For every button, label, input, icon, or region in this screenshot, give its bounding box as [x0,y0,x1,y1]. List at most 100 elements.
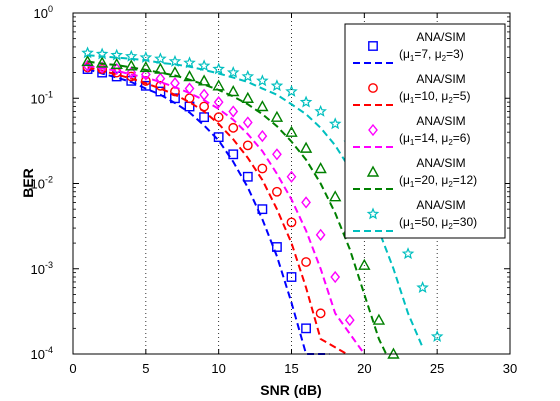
sim-point [285,84,298,97]
sim-point [124,49,138,62]
x-tick-label: 15 [284,361,298,376]
legend-label: ANA/SIM [416,72,465,86]
sim-point [170,77,180,90]
sim-point [257,204,268,215]
sim-point [139,60,153,73]
legend-marker [368,41,378,51]
sim-point [430,329,444,342]
ana-curve-1 [87,68,330,355]
sim-point [272,148,282,161]
x-axis-label: SNR (dB) [260,382,321,398]
legend-item-4: ANA/SIM (μ1=20, μ2=12) [353,156,477,190]
sim-point [242,140,253,151]
sim-point [272,186,282,197]
sim-point [95,47,109,60]
sim-point [228,149,239,160]
sim-point [199,101,210,112]
ana-curve-3 [87,64,366,355]
sim-point [372,313,386,325]
sim-point [155,72,166,85]
series-group-4 [81,55,400,359]
sim-point [168,66,182,78]
series-group-5 [81,46,444,348]
y-tick-label: 10-1 [31,89,53,106]
sim-point [140,68,151,81]
sim-point [241,91,254,103]
sim-point [212,79,225,91]
sim-point [140,80,151,91]
sim-point [256,100,269,112]
sim-point [270,79,284,92]
sim-point [328,117,342,130]
sim-point [301,257,311,267]
ana-curve-2 [87,66,348,355]
sim-point [314,104,327,117]
sim-point [125,59,138,71]
legend-label: ANA/SIM [416,198,465,212]
sim-point [228,105,239,118]
sim-point [299,95,313,108]
sim-point [197,74,211,86]
sim-point [315,228,326,241]
x-tick-label: 20 [357,361,371,376]
sim-point [299,141,313,153]
legend-label: ANA/SIM [416,114,465,128]
sim-point [139,50,153,63]
legend-label: ANA/SIM [416,30,465,44]
sim-point [272,242,282,252]
sim-point [270,110,284,122]
sim-point [256,74,269,87]
sim-point [344,313,355,327]
sim-point [213,112,224,123]
sim-point [213,96,224,109]
sim-point [315,308,326,319]
sim-point [227,85,240,97]
legend-box [344,23,506,239]
sim-point [110,57,123,70]
series-group-3 [82,59,366,355]
legend-item-3: ANA/SIM (μ1=14, μ2=6) [353,114,470,148]
sim-point [126,71,137,82]
legend-params: (μ1=14, μ2=6) [399,131,470,147]
sim-point [416,281,429,294]
sim-point [257,129,268,143]
legend-params: (μ1=7, μ2=3) [399,47,464,63]
sim-point [285,125,298,137]
legend-marker [366,165,380,177]
legend-params: (μ1=10, μ2=5) [399,89,470,105]
legend-item-5: ANA/SIM (μ1=50, μ2=30) [353,198,477,232]
sim-point [197,59,211,72]
series-layer [81,46,444,359]
sim-point [199,112,209,123]
sim-point [401,247,415,260]
legend-item-1: ANA/SIM (μ1=7, μ2=3) [353,30,466,64]
y-axis-label: BER [20,168,36,198]
sim-point [154,52,167,65]
sim-point [184,82,195,95]
legend-item-2: ANA/SIM (μ1=10, μ2=5) [353,72,470,106]
sim-point [81,46,94,59]
sim-point [154,62,167,74]
legend-params: (μ1=20, μ2=12) [399,173,477,189]
sim-point [95,56,109,68]
sim-point [168,54,182,67]
legend-params: (μ1=50, μ2=30) [399,215,477,231]
sim-point [213,132,224,143]
x-tick-label: 25 [430,361,444,376]
sim-point [199,88,209,101]
sim-point [286,217,297,228]
sim-point [257,163,268,174]
legend-marker [368,83,378,93]
sim-point [330,270,341,284]
sim-point [110,48,123,61]
x-tick-label: 0 [69,361,76,376]
sim-point [329,190,342,202]
sim-point [82,59,93,72]
y-tick-label: 10-3 [31,260,53,277]
ana-curve-4 [87,60,388,355]
sim-point [81,55,94,67]
legend-label: ANA/SIM [416,156,465,170]
x-tick-label: 10 [211,361,225,376]
sim-point [242,171,253,182]
